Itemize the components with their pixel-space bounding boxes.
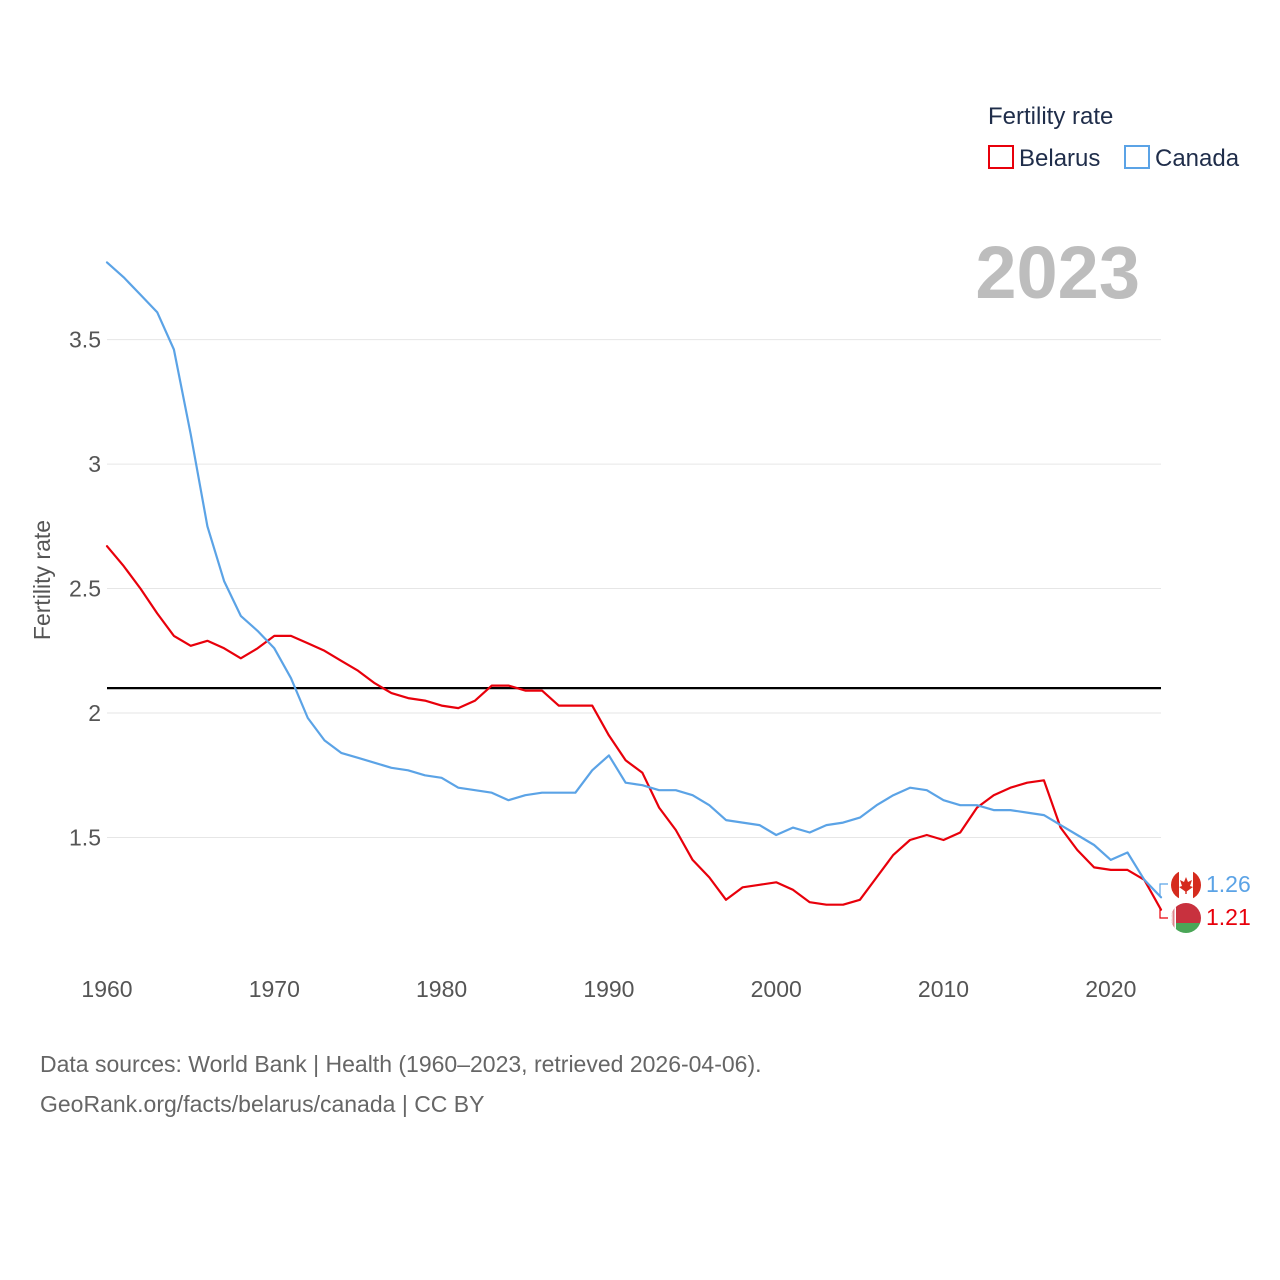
x-tick-label: 2020 bbox=[1085, 976, 1136, 1002]
legend: Fertility rate Belarus Canada bbox=[988, 103, 1240, 172]
series-lines bbox=[105, 261, 1163, 911]
footer-source: Data sources: World Bank | Health (1960–… bbox=[40, 1044, 762, 1124]
y-tick-label: 2 bbox=[88, 700, 101, 726]
legend-label-belarus[interactable]: Belarus bbox=[1019, 145, 1100, 172]
belarus-end-value: 1.21 bbox=[1206, 904, 1251, 930]
grid-lines bbox=[107, 339, 1161, 839]
x-tick-label: 2000 bbox=[751, 976, 802, 1002]
canada-flag bbox=[1171, 870, 1201, 900]
series-line-belarus[interactable] bbox=[105, 545, 1163, 911]
x-tick-label: 1960 bbox=[81, 976, 132, 1002]
y-tick-label: 3 bbox=[88, 451, 101, 477]
x-tick-label: 1980 bbox=[416, 976, 467, 1002]
x-tick-label: 1970 bbox=[249, 976, 300, 1002]
series-line-canada[interactable] bbox=[105, 261, 1163, 899]
x-tick-label: 2010 bbox=[918, 976, 969, 1002]
legend-label-canada[interactable]: Canada bbox=[1155, 145, 1240, 172]
belarus-end-connector bbox=[1159, 908, 1168, 919]
y-axis-ticks: 1.5 2 2.5 3 3.5 bbox=[69, 327, 101, 851]
x-tick-label: 1990 bbox=[583, 976, 634, 1002]
legend-swatch-canada[interactable] bbox=[1124, 145, 1150, 169]
x-axis-ticks: 1960 1970 1980 1990 2000 2010 2020 bbox=[81, 976, 1136, 1002]
y-tick-label: 2.5 bbox=[69, 576, 101, 602]
y-tick-label: 3.5 bbox=[69, 327, 101, 353]
y-axis-title: Fertility rate bbox=[29, 520, 55, 640]
legend-title: Fertility rate bbox=[988, 103, 1113, 130]
end-labels: 1.26 1.21 bbox=[1159, 870, 1251, 933]
y-tick-label: 1.5 bbox=[69, 825, 101, 851]
footer-attribution-line[interactable]: GeoRank.org/facts/belarus/canada | CC BY bbox=[40, 1091, 485, 1117]
line-chart: 1960 1970 1980 1990 2000 2010 2020 1.5 2 2.5 3 3.5… bbox=[29, 103, 1251, 1002]
year-label: 2023 bbox=[975, 231, 1140, 314]
footer-source-line: Data sources: World Bank | Health (1960–… bbox=[40, 1051, 762, 1077]
legend-swatch-belarus[interactable] bbox=[988, 145, 1014, 169]
canada-end-value: 1.26 bbox=[1206, 871, 1251, 897]
canada-end-connector bbox=[1159, 883, 1168, 896]
belarus-flag bbox=[1171, 903, 1201, 933]
